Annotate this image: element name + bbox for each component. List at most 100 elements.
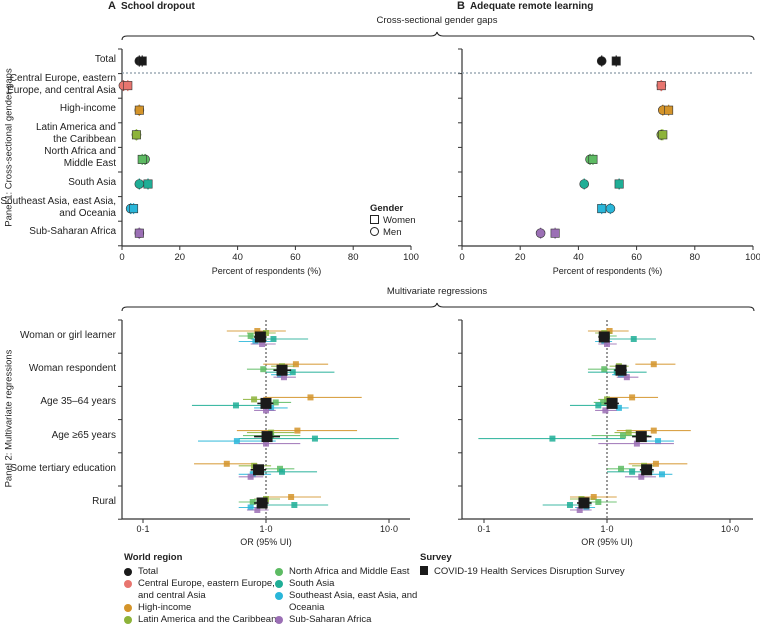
panel-a-forest-plot: 0·1 1·0 10·0 OR (95% UI) — [118, 319, 410, 547]
label-line: High-income — [59, 103, 116, 115]
regression-row-label: Woman respondent — [28, 363, 116, 375]
region-estimate — [249, 499, 256, 505]
x-tick-label: 1·0 — [259, 524, 272, 534]
world-region-legend: World region — [124, 552, 182, 566]
panel-a-plot: 0 20 40 60 80 100 Percent of respondents (%) — [118, 48, 419, 276]
legend-item-label: Southeast Asia, east Asia, and — [289, 590, 418, 601]
x-tick-label: 10·0 — [380, 524, 398, 534]
women-label: Women — [383, 215, 416, 226]
region-estimate — [294, 427, 301, 434]
region-dot-icon — [275, 592, 283, 600]
region-dot-icon — [124, 568, 132, 576]
region-dot-icon — [124, 580, 132, 588]
region-estimate — [254, 328, 261, 334]
legend-item-label: and central Asia — [138, 590, 206, 601]
panel-b-plot: 0 20 40 60 80 100 Percent of respondents (%) — [458, 48, 760, 276]
x-tick-label: 10·0 — [721, 524, 739, 534]
legend-item-label: Sub-Saharan Africa — [289, 614, 372, 625]
region-estimate — [595, 499, 602, 505]
region-estimate — [263, 440, 269, 447]
filled-square-icon — [420, 566, 428, 575]
x-tick-label: 40 — [573, 252, 584, 263]
x-tick-label: 60 — [290, 252, 301, 263]
legend-item-label: South Asia — [289, 578, 335, 589]
region-estimate — [633, 440, 640, 447]
x-axis-label: Percent of respondents (%) — [212, 266, 322, 276]
panel2-side-label: Panel 2: Multivariate regressions — [3, 349, 15, 488]
legend-column-2: North Africa and Middle East South Asia So… — [275, 566, 417, 626]
top-bracket — [121, 31, 755, 41]
x-axis-label: OR (95% UI) — [240, 537, 292, 547]
region-estimate — [590, 494, 597, 500]
circle-icon — [370, 227, 379, 236]
gender-legend: Gender Women Men — [370, 203, 416, 239]
region-estimate — [272, 399, 279, 406]
region-estimate — [601, 366, 608, 373]
region-estimate — [223, 460, 230, 467]
world-region-title: World region — [124, 552, 183, 563]
regression-row-label: Age 35–64 years — [40, 396, 116, 408]
region-estimate — [263, 330, 269, 336]
region-estimate — [659, 471, 666, 478]
total-estimate — [261, 431, 273, 443]
legend-item-label: Oceania — [289, 602, 325, 613]
region-estimate — [311, 435, 318, 442]
legend-item-label: Total — [138, 566, 159, 577]
total-estimate — [260, 397, 272, 409]
survey-title: Survey — [420, 552, 452, 563]
region-estimate — [652, 460, 659, 467]
panel-a-letter: A — [108, 0, 116, 12]
bottom-bracket — [121, 302, 755, 312]
men-point — [134, 179, 145, 189]
region-estimate — [292, 361, 299, 368]
total-estimate — [606, 397, 618, 409]
women-point — [129, 204, 139, 214]
survey-item-label: COVID-19 Health Services Disruption Surv… — [434, 566, 625, 577]
region-estimate — [595, 402, 602, 409]
legend-item: North Africa and Middle East — [275, 566, 417, 578]
total-estimate — [276, 364, 288, 376]
bottom-bracket-label: Multivariate regressions — [386, 286, 488, 297]
x-tick-label: 80 — [690, 252, 701, 263]
region-estimate — [259, 341, 266, 347]
x-axis-label: OR (95% UI) — [581, 537, 633, 547]
legend-item: Total — [124, 566, 276, 578]
x-tick-label: 1·0 — [600, 524, 613, 534]
region-row-label: Latin America and the Caribbean — [36, 122, 116, 146]
legend-item-label: Central Europe, eastern Europe, — [138, 578, 275, 589]
region-estimate — [247, 504, 254, 511]
region-estimate — [623, 374, 630, 381]
women-point — [137, 154, 147, 164]
region-estimate — [655, 438, 662, 445]
women-point — [614, 179, 624, 189]
total-estimate — [635, 431, 647, 443]
regression-row-label: Some tertiary education — [10, 462, 116, 474]
total-estimate — [641, 464, 653, 476]
men-point — [605, 203, 616, 214]
panel-b-forest-plot: 0·1 1·0 10·0 OR (95% UI) — [458, 319, 753, 547]
total-estimate — [598, 331, 610, 343]
region-row-label: Central Europe, eastern Europe, and centr… — [7, 73, 116, 97]
region-estimate — [251, 396, 258, 403]
label-line: Europe, and central Asia — [7, 84, 116, 96]
region-estimate — [270, 336, 277, 342]
label-line: Latin America and — [35, 121, 116, 133]
women-point — [143, 179, 153, 189]
region-row-label: Southeast Asia, east Asia, and Oceania — [0, 196, 116, 220]
legend-item: Sub-Saharan Africa — [275, 614, 417, 626]
region-estimate — [604, 341, 610, 347]
regression-row-label: Rural — [92, 496, 116, 507]
label-line: the Caribbean — [53, 133, 116, 145]
legend-item: Central Europe, eastern Europe, and centr… — [124, 578, 276, 602]
region-estimate — [549, 435, 556, 442]
region-estimate — [233, 438, 240, 445]
x-tick-label: 40 — [232, 252, 243, 263]
label-line: North Africa and — [44, 146, 116, 158]
total-estimate — [256, 497, 268, 509]
region-estimate — [291, 502, 298, 508]
region-estimate — [650, 361, 657, 368]
men-point — [579, 179, 590, 189]
total-estimate — [578, 497, 590, 509]
region-estimate — [288, 494, 295, 500]
